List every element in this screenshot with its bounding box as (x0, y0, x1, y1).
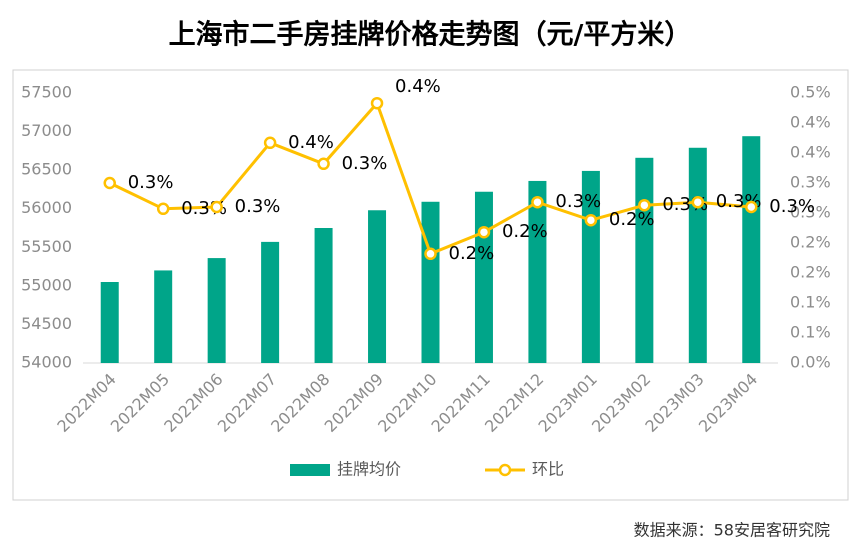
y-tick-label: 56500 (21, 160, 72, 179)
data-label: 0.4% (395, 76, 441, 97)
data-label: 0.2% (449, 243, 495, 264)
bar (635, 157, 654, 363)
legend-swatch (498, 463, 512, 477)
data-label: 0.2% (609, 209, 655, 230)
y2-tick-label: 0.1% (790, 323, 831, 342)
chart-title: 上海市二手房挂牌价格走势图（元/平方米） (169, 19, 692, 51)
source-note: 数据来源：58安居客研究院 (634, 521, 830, 540)
y2-tick-label: 0.4% (790, 113, 831, 132)
y-tick-label: 55000 (21, 275, 72, 294)
line-marker (745, 200, 758, 214)
bar (688, 147, 707, 363)
bar (154, 270, 173, 363)
data-label: 0.3% (128, 172, 174, 193)
bar (742, 136, 761, 363)
line-marker (103, 176, 116, 190)
y2-tick-label: 0.3% (790, 173, 831, 192)
y2-tick-label: 0.0% (790, 353, 831, 372)
bar (207, 258, 226, 363)
line-marker (317, 157, 330, 171)
bar (528, 180, 547, 363)
data-label: 0.2% (502, 221, 548, 242)
line-marker (531, 195, 544, 209)
line-marker (584, 213, 598, 227)
line-marker (477, 225, 491, 239)
data-label: 0.3% (235, 196, 281, 217)
bar (314, 228, 333, 363)
y2-tick-label: 0.2% (790, 233, 831, 252)
y2-tick-label: 0.1% (790, 293, 831, 312)
data-label: 0.3% (555, 191, 601, 212)
bar (474, 191, 493, 363)
y-tick-label: 57000 (21, 121, 72, 140)
y-tick-label: 55500 (21, 237, 72, 256)
data-label: 0.3% (769, 196, 815, 217)
y2-tick-label: 0.3% (790, 203, 831, 222)
y-tick-label: 54000 (21, 353, 72, 372)
bar (261, 241, 280, 363)
line-marker (424, 247, 437, 261)
y-tick-label: 57500 (21, 83, 72, 102)
legend-swatch (290, 464, 330, 476)
x-tick-label: 2023M04 (695, 370, 761, 436)
line-marker (156, 202, 170, 216)
y2-tick-label: 0.5% (790, 83, 831, 102)
y-tick-label: 54500 (21, 314, 72, 333)
legend-label: 环比 (532, 460, 564, 479)
bar (421, 201, 440, 363)
y2-tick-label: 0.2% (790, 263, 831, 282)
bar (368, 210, 387, 363)
data-label: 0.3% (342, 153, 388, 174)
y2-tick-label: 0.4% (790, 143, 831, 162)
y-tick-label: 56000 (21, 198, 72, 217)
line-marker (263, 136, 277, 150)
line-marker (370, 96, 384, 110)
data-label: 0.4% (288, 132, 334, 153)
chart-frame (12, 69, 849, 501)
line-marker (210, 200, 223, 214)
line-marker (691, 195, 705, 209)
line-marker (638, 198, 651, 212)
bar (100, 282, 119, 363)
legend-label: 挂牌均价 (337, 460, 401, 479)
